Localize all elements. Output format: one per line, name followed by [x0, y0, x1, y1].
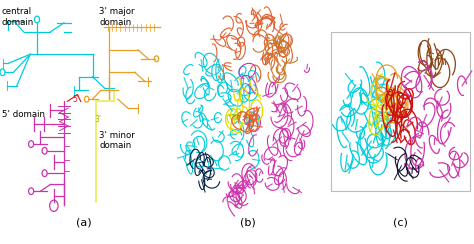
Text: (a): (a)	[76, 217, 92, 227]
Text: 3' minor
domain: 3' minor domain	[99, 131, 135, 150]
Text: (c): (c)	[393, 217, 408, 227]
Text: 3' major
domain: 3' major domain	[99, 7, 135, 27]
Text: 5': 5'	[73, 95, 79, 104]
Text: 3': 3'	[94, 115, 101, 124]
Bar	[331, 32, 470, 191]
Text: central
domain: central domain	[2, 7, 34, 27]
Text: 5' domain: 5' domain	[2, 110, 45, 119]
Text: (b): (b)	[240, 217, 255, 227]
